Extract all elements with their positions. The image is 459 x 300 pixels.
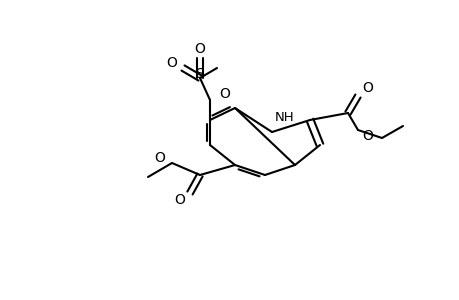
Text: O: O [154, 151, 165, 165]
Text: O: O [362, 81, 373, 95]
Text: O: O [174, 193, 185, 207]
Text: O: O [194, 42, 205, 56]
Text: O: O [166, 56, 177, 70]
Text: S: S [195, 67, 204, 81]
Text: O: O [219, 87, 230, 101]
Text: O: O [362, 129, 373, 143]
Text: NH: NH [274, 110, 294, 124]
